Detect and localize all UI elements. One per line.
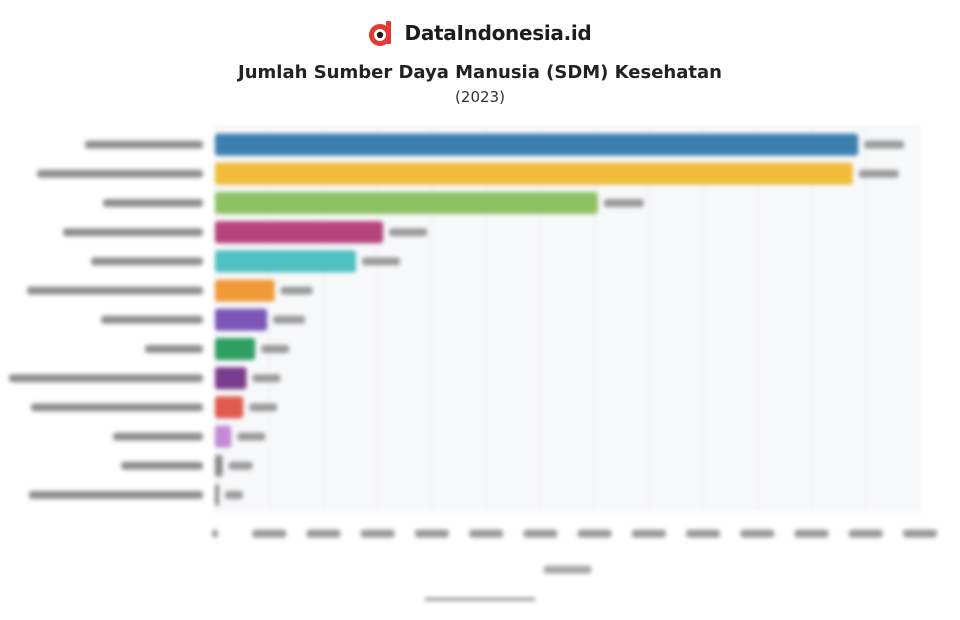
data-label bbox=[228, 461, 253, 470]
bar[interactable] bbox=[215, 133, 859, 156]
x-tick-label bbox=[848, 529, 883, 538]
bar[interactable] bbox=[215, 484, 219, 506]
x-tick-label bbox=[577, 529, 612, 538]
bar[interactable] bbox=[215, 396, 244, 419]
bar[interactable] bbox=[215, 367, 247, 390]
plot-background bbox=[215, 126, 920, 512]
data-label bbox=[389, 228, 428, 237]
x-tick-label bbox=[306, 529, 341, 538]
chart-source: ▬▬▬▬▬▬▬▬▬▬ bbox=[425, 592, 535, 604]
data-label bbox=[864, 140, 905, 149]
x-tick-label bbox=[360, 529, 395, 538]
x-tick-label bbox=[794, 529, 829, 538]
data-label bbox=[603, 199, 644, 207]
data-label bbox=[273, 315, 306, 324]
bar[interactable] bbox=[215, 250, 356, 273]
x-tick-label bbox=[414, 529, 449, 538]
category-label bbox=[121, 461, 203, 470]
category-label bbox=[9, 374, 203, 383]
category-label bbox=[103, 199, 203, 207]
data-label bbox=[858, 169, 899, 178]
x-tick-label bbox=[631, 529, 666, 538]
category-label bbox=[85, 140, 203, 149]
x-tick-label bbox=[903, 529, 937, 538]
x-tick-label bbox=[469, 529, 504, 538]
chart-title: Jumlah Sumber Daya Manusia (SDM) Kesehat… bbox=[238, 62, 722, 83]
category-label bbox=[101, 315, 203, 324]
data-label bbox=[225, 491, 243, 499]
category-label bbox=[63, 228, 203, 237]
data-label bbox=[261, 345, 290, 353]
x-tick-label bbox=[523, 529, 558, 538]
brand-header: DataIndonesia.id bbox=[0, 20, 960, 46]
x-axis-label bbox=[543, 565, 592, 574]
brand-name: DataIndonesia.id bbox=[404, 21, 592, 45]
bar[interactable] bbox=[215, 454, 223, 477]
x-tick-label bbox=[686, 529, 721, 538]
data-label bbox=[249, 403, 278, 412]
bar[interactable] bbox=[215, 162, 853, 185]
bar[interactable] bbox=[215, 279, 275, 302]
x-tick-label bbox=[740, 529, 775, 538]
chart-subtitle: (2023) bbox=[455, 88, 505, 106]
data-label bbox=[237, 432, 266, 441]
plot-area bbox=[9, 126, 937, 574]
dataindonesia-logo-icon bbox=[368, 21, 391, 46]
category-label bbox=[37, 169, 203, 178]
data-label bbox=[280, 286, 313, 295]
x-tick-label bbox=[212, 529, 218, 538]
category-label bbox=[31, 403, 203, 412]
data-label bbox=[362, 257, 400, 266]
bar-chart bbox=[9, 126, 937, 574]
bar[interactable] bbox=[215, 192, 598, 214]
bar[interactable] bbox=[215, 308, 268, 331]
category-label bbox=[29, 491, 203, 499]
x-tick-label bbox=[252, 529, 287, 538]
data-label bbox=[252, 374, 281, 383]
category-label bbox=[145, 345, 203, 353]
category-label bbox=[91, 257, 203, 266]
bar[interactable] bbox=[215, 338, 256, 360]
bar[interactable] bbox=[215, 221, 384, 244]
category-label bbox=[27, 286, 203, 295]
bar[interactable] bbox=[215, 425, 232, 448]
category-label bbox=[113, 432, 203, 441]
